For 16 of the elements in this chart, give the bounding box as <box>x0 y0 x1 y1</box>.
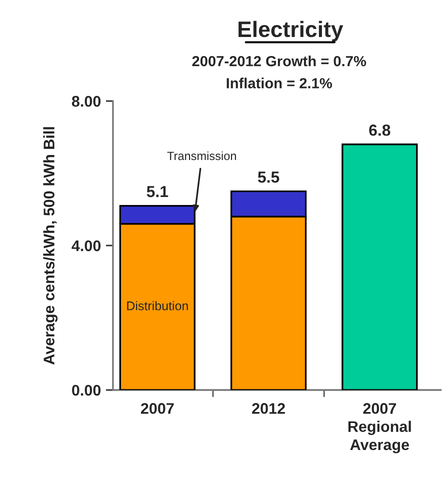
text: 2007-2012 Growth = 0.7% <box>192 56 366 66</box>
x-tick-label: 2007 <box>140 403 174 414</box>
text: Transmission <box>167 151 236 160</box>
x-tick-label: 2012 <box>252 403 285 414</box>
chart-title: Electricity <box>238 20 344 42</box>
series-label: Distribution <box>127 301 188 310</box>
y-tick-label: 8.00 <box>72 96 101 107</box>
x-tick-label: 2007 Regional Average <box>348 403 411 454</box>
y-tick-label: 4.00 <box>72 240 101 252</box>
bar <box>342 144 418 390</box>
total-label: 5.5 <box>258 172 280 183</box>
total-label: 6.8 <box>369 124 390 136</box>
total-label: 5.1 <box>146 186 168 198</box>
y-axis-title: Average cents/kWh, 500 kWh Bill <box>43 127 58 365</box>
text: Inflation = 2.1% <box>226 78 332 88</box>
y-tick-label: 0.00 <box>72 384 101 396</box>
